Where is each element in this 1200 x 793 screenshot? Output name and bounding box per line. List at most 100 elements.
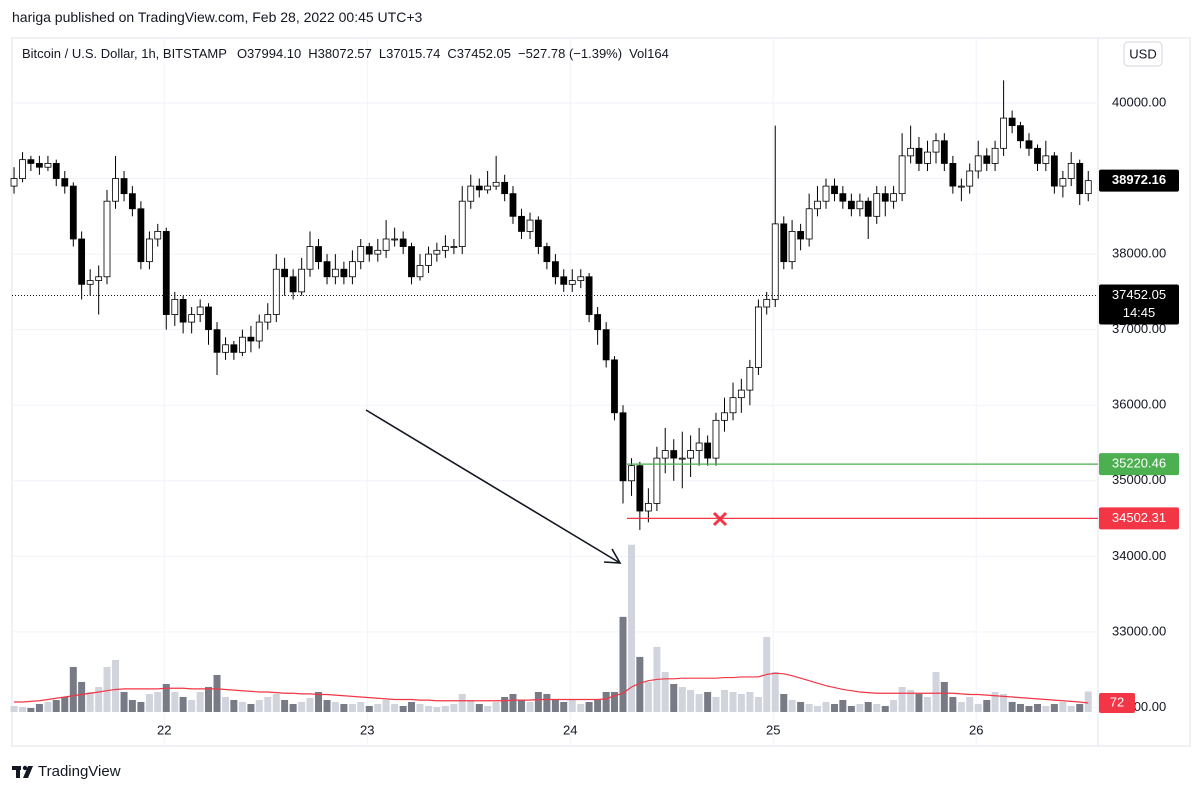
candle-body — [907, 147, 915, 157]
candle-body — [1017, 125, 1024, 142]
volume-bar — [492, 701, 500, 712]
volume-bar — [771, 671, 779, 712]
volume-pane — [10, 544, 1092, 712]
candle-body — [399, 238, 407, 247]
symbol-title: Bitcoin / U.S. Dollar, 1h, BITSTAMP — [22, 46, 227, 61]
logo-part — [23, 766, 33, 778]
y-tick-label: 36000.00 — [1112, 397, 1166, 412]
candle-body — [171, 299, 179, 315]
candle-body — [940, 140, 948, 164]
volume-bar — [154, 691, 162, 712]
volume-bar — [10, 705, 18, 712]
volume-bar — [898, 686, 906, 712]
volume-bar — [391, 703, 399, 712]
volume-bar — [230, 699, 238, 712]
volume-bar — [847, 705, 855, 712]
candle-body — [52, 163, 60, 179]
candle-body — [974, 155, 982, 172]
candle-body — [847, 200, 855, 210]
volume-bar — [644, 681, 652, 712]
candle-body — [552, 261, 559, 278]
volume-bar — [737, 693, 745, 712]
volume-bar — [1059, 701, 1067, 712]
legend-value: H38072.57 — [308, 46, 372, 61]
volume-bar — [534, 691, 542, 712]
volume-bar — [526, 701, 534, 712]
candle-body — [264, 314, 272, 323]
logo-part — [16, 766, 20, 778]
volume-ma-label: 72 — [1110, 694, 1124, 709]
crosshair-label-box — [1099, 284, 1179, 325]
arrow-head — [603, 548, 622, 564]
volume-bar — [551, 699, 559, 712]
candle-body — [1059, 178, 1067, 187]
volume-bar — [69, 666, 77, 712]
price-labels: 32000.0033000.0034000.0035000.0036000.00… — [157, 94, 1179, 737]
candle-body — [154, 231, 162, 240]
brand-name: TradingView — [38, 763, 121, 780]
grid — [12, 38, 1098, 746]
candle-body — [661, 450, 669, 459]
volume-bar — [458, 693, 466, 712]
candle-body — [746, 367, 754, 391]
candle-body — [196, 306, 204, 315]
volume-bar — [678, 686, 686, 712]
candle-body — [568, 280, 576, 285]
countdown-label: 14:45 — [1123, 305, 1156, 320]
volume-bar — [162, 683, 170, 712]
volume-bar — [399, 705, 407, 712]
volume-bar — [78, 681, 86, 712]
volume-bar — [932, 671, 940, 712]
volume-bar — [940, 681, 948, 712]
candle-body — [653, 457, 661, 504]
candle-body — [873, 193, 881, 217]
volume-bar — [204, 686, 212, 712]
volume-bar — [873, 703, 881, 712]
volume-bar — [264, 696, 272, 712]
volume-bar — [610, 691, 618, 712]
candle-body — [416, 265, 424, 278]
candle-body — [492, 181, 500, 187]
candle-body — [281, 268, 289, 278]
price-label-box — [1099, 453, 1179, 476]
x-tick-label: 26 — [969, 722, 983, 737]
volume-bar — [788, 699, 796, 712]
last-price-box — [1099, 169, 1179, 192]
x-tick-label: 24 — [563, 722, 577, 737]
candle-body — [543, 246, 551, 263]
volume-bar — [475, 703, 483, 712]
volume-bar — [729, 691, 737, 712]
candle-body — [382, 238, 390, 251]
volume-bar — [179, 696, 187, 712]
currency-button[interactable] — [1123, 41, 1163, 67]
volume-bar — [1050, 703, 1058, 712]
y-tick-label: 38000.00 — [1112, 246, 1166, 261]
volume-bar — [255, 699, 263, 712]
volume-bar — [831, 703, 839, 712]
volume-bar — [196, 691, 204, 712]
candle-body — [146, 238, 153, 263]
candle-body — [1000, 117, 1008, 149]
volume-bar — [518, 699, 526, 712]
volume-bar — [661, 671, 669, 712]
candle-body — [983, 155, 991, 164]
volume-bar — [1025, 705, 1033, 712]
candle-body — [61, 178, 69, 187]
legend-value: L37015.74 — [378, 46, 441, 61]
volume-bar — [780, 693, 788, 712]
candle-body — [408, 246, 415, 278]
volume-bar — [983, 699, 991, 712]
candle-body — [69, 185, 77, 240]
candle-body — [78, 238, 86, 285]
candle-body — [949, 163, 957, 187]
volume-bar — [1008, 701, 1016, 712]
volume-bar — [382, 699, 390, 712]
volume-bar — [281, 699, 289, 712]
candle-body — [1076, 163, 1084, 195]
candle-body — [188, 314, 196, 323]
candle-body — [255, 321, 263, 342]
volume-bar — [949, 696, 957, 712]
candle-body — [670, 450, 678, 459]
arrow — [365, 409, 621, 564]
